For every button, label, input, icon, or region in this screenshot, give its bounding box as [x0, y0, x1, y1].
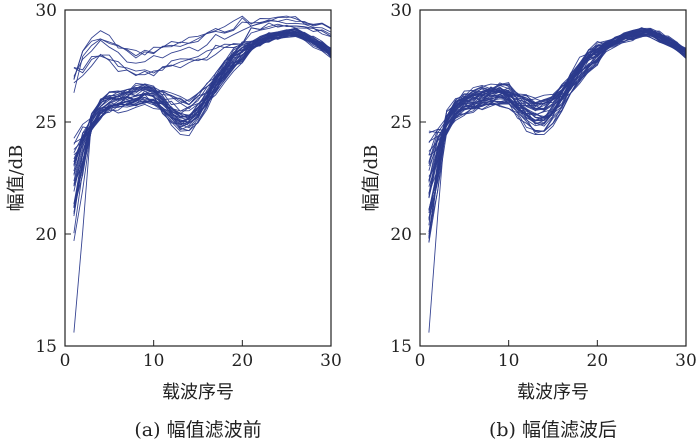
series-line — [428, 30, 687, 163]
series-line — [73, 30, 332, 153]
series-line — [73, 34, 332, 217]
series-line — [428, 33, 687, 177]
series-line — [428, 29, 687, 219]
series-line — [73, 15, 332, 79]
y-tick-label: 20 — [35, 225, 57, 245]
series-line — [428, 30, 687, 243]
y-tick-label: 15 — [390, 337, 412, 357]
series-line — [428, 29, 687, 226]
series-line — [73, 33, 332, 214]
series-group-a — [73, 15, 332, 333]
caption-b: (b) 幅值滤波后 — [489, 419, 617, 441]
y-tick-label: 25 — [35, 113, 57, 133]
series-line — [73, 30, 332, 213]
series-group-b — [428, 27, 687, 333]
y-axis-label-b: 幅值/dB — [361, 145, 382, 212]
series-line — [428, 31, 687, 210]
series-line — [428, 28, 687, 183]
x-tick-label: 20 — [232, 351, 254, 371]
y-tick-label: 15 — [35, 337, 57, 357]
x-axis-label-a: 载波序号 — [162, 382, 234, 403]
series-line — [428, 33, 687, 142]
series-line — [428, 32, 687, 211]
series-line — [73, 31, 332, 208]
series-line — [73, 35, 332, 234]
y-tick-label: 20 — [390, 225, 412, 245]
series-line — [428, 33, 687, 239]
series-line — [73, 19, 332, 77]
x-tick-label: 0 — [415, 351, 426, 371]
series-line — [428, 33, 687, 211]
series-line — [428, 27, 687, 333]
series-line — [428, 30, 687, 214]
series-line — [428, 33, 687, 238]
series-line — [73, 18, 332, 93]
ticks-a: 0 10 20 30 15 20 25 30 — [35, 1, 341, 371]
series-line — [428, 33, 687, 221]
series-line — [73, 33, 332, 160]
series-line — [428, 30, 687, 239]
series-line — [428, 32, 687, 243]
series-line — [73, 31, 332, 241]
x-tick-label: 10 — [143, 351, 165, 371]
series-line — [428, 33, 687, 144]
series-line — [428, 35, 687, 156]
y-axis-label-a: 幅值/dB — [6, 145, 27, 212]
series-line — [73, 22, 332, 76]
series-line — [428, 29, 687, 238]
series-line — [73, 30, 332, 333]
x-tick-label: 30 — [675, 351, 697, 371]
x-tick-label: 10 — [498, 351, 520, 371]
series-line — [73, 27, 332, 165]
y-tick-label: 30 — [390, 1, 412, 21]
series-line — [428, 27, 687, 220]
x-tick-label: 0 — [60, 351, 71, 371]
series-line — [73, 36, 332, 145]
panel-a: 0 10 20 30 15 20 25 30 幅值/dB 载波序号 (a) 幅值滤波前 — [6, 1, 342, 441]
series-line — [73, 27, 332, 207]
series-line — [428, 27, 687, 235]
x-axis-label-b: 载波序号 — [517, 382, 589, 403]
plot-frame-a — [64, 9, 332, 347]
series-line — [73, 31, 332, 208]
series-line — [428, 28, 687, 233]
y-tick-label: 30 — [35, 1, 57, 21]
x-tick-label: 30 — [320, 351, 342, 371]
plot-frame-b — [419, 9, 687, 347]
series-line — [73, 34, 332, 192]
x-tick-label: 20 — [587, 351, 609, 371]
ticks-b: 0 10 20 30 15 20 25 30 — [390, 1, 696, 371]
series-line — [73, 31, 332, 204]
panel-b: 0 10 20 30 15 20 25 30 幅值/dB 载波序号 (b) 幅值滤波后 — [361, 1, 697, 441]
y-tick-label: 25 — [390, 113, 412, 133]
caption-a: (a) 幅值滤波前 — [134, 419, 261, 441]
